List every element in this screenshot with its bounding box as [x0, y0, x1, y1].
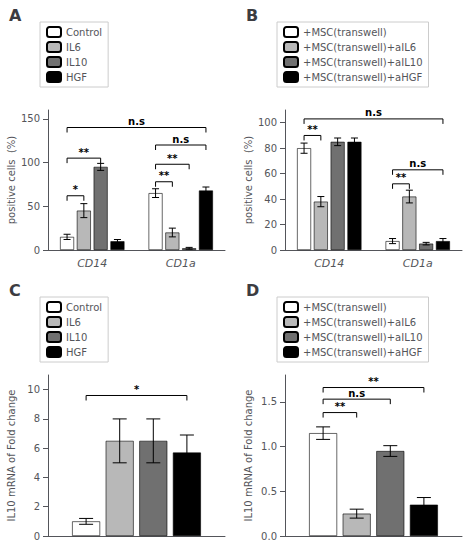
svg-text:IL10: IL10 — [66, 57, 87, 68]
svg-text:CD1a: CD1a — [403, 257, 433, 270]
svg-text:IL10: IL10 — [66, 332, 87, 343]
svg-text:+MSC(transwell)+aHGF: +MSC(transwell)+aHGF — [303, 72, 423, 83]
svg-text:**: ** — [307, 124, 318, 135]
svg-text:IL10 mRNA of Fold change: IL10 mRNA of Fold change — [6, 389, 17, 521]
svg-text:IL10 mRNA of Fold change: IL10 mRNA of Fold change — [243, 389, 254, 521]
svg-text:+MSC(transwell)+aIL10: +MSC(transwell)+aIL10 — [303, 57, 423, 68]
svg-text:+MSC(transwell): +MSC(transwell) — [303, 302, 387, 313]
svg-text:*: * — [73, 184, 79, 195]
svg-text:+MSC(transwell)+aHGF: +MSC(transwell)+aHGF — [303, 347, 423, 358]
svg-text:+MSC(transwell)+aIL6: +MSC(transwell)+aIL6 — [303, 42, 416, 53]
svg-text:150: 150 — [21, 113, 40, 124]
svg-text:n.s: n.s — [409, 158, 426, 169]
svg-text:IL6: IL6 — [66, 42, 81, 53]
svg-text:Control: Control — [66, 302, 102, 313]
svg-text:0: 0 — [34, 245, 40, 256]
svg-text:positive cells (%): positive cells (%) — [6, 136, 17, 225]
svg-text:0.5: 0.5 — [261, 486, 277, 497]
svg-text:CD14: CD14 — [77, 257, 107, 270]
svg-text:*: * — [134, 384, 140, 395]
svg-text:HGF: HGF — [66, 347, 87, 358]
svg-text:n.s: n.s — [348, 388, 365, 399]
svg-text:1.0: 1.0 — [261, 441, 277, 452]
svg-text:IL6: IL6 — [66, 317, 81, 328]
svg-text:1.5: 1.5 — [261, 396, 277, 407]
svg-text:6: 6 — [34, 443, 40, 454]
svg-text:100: 100 — [21, 157, 40, 168]
svg-text:0: 0 — [34, 531, 40, 542]
svg-text:D: D — [246, 281, 259, 300]
svg-text:20: 20 — [264, 219, 277, 230]
svg-text:HGF: HGF — [66, 72, 87, 83]
svg-text:B: B — [246, 6, 258, 25]
svg-text:**: ** — [396, 172, 407, 183]
svg-text:positive cells (%): positive cells (%) — [243, 136, 254, 225]
svg-text:**: ** — [335, 401, 346, 412]
svg-text:60: 60 — [264, 168, 277, 179]
svg-text:80: 80 — [264, 143, 277, 154]
svg-text:**: ** — [368, 376, 379, 387]
svg-text:10: 10 — [27, 384, 40, 395]
svg-text:4: 4 — [34, 472, 40, 483]
svg-text:+MSC(transwell)+aIL6: +MSC(transwell)+aIL6 — [303, 317, 416, 328]
svg-text:0.0: 0.0 — [261, 531, 277, 542]
svg-text:A: A — [9, 6, 22, 25]
svg-text:50: 50 — [27, 201, 40, 212]
svg-text:8: 8 — [34, 413, 40, 424]
svg-text:2: 2 — [34, 501, 40, 512]
svg-text:C: C — [9, 281, 21, 300]
svg-text:100: 100 — [258, 117, 277, 128]
svg-text:0: 0 — [271, 245, 277, 256]
svg-text:n.s: n.s — [172, 134, 189, 145]
svg-text:CD1a: CD1a — [166, 257, 196, 270]
svg-text:**: ** — [79, 147, 90, 158]
svg-text:Control: Control — [66, 27, 102, 38]
svg-text:n.s: n.s — [365, 107, 382, 118]
svg-text:**: ** — [167, 153, 178, 164]
svg-text:CD14: CD14 — [314, 257, 344, 270]
svg-text:+MSC(transwell)+aIL10: +MSC(transwell)+aIL10 — [303, 332, 423, 343]
svg-text:**: ** — [159, 170, 170, 181]
svg-text:40: 40 — [264, 194, 277, 205]
svg-text:n.s: n.s — [128, 116, 145, 127]
svg-text:+MSC(transwell): +MSC(transwell) — [303, 27, 387, 38]
